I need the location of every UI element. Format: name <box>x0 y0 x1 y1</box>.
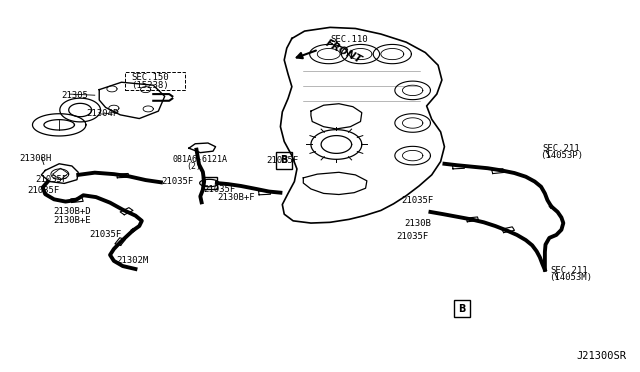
Text: 2130B+E: 2130B+E <box>53 216 90 225</box>
Text: 2130B+F: 2130B+F <box>217 193 255 202</box>
Text: 21304P: 21304P <box>86 109 119 118</box>
Text: SEC.110: SEC.110 <box>330 35 367 44</box>
Text: (14053M): (14053M) <box>548 273 592 282</box>
Text: SEC.211: SEC.211 <box>550 266 588 275</box>
Text: SEC.150: SEC.150 <box>131 73 169 82</box>
Text: (15238): (15238) <box>131 81 169 90</box>
Text: 21035F: 21035F <box>266 156 299 165</box>
Text: B: B <box>458 304 466 314</box>
Bar <box>202 177 217 189</box>
Text: 21308H: 21308H <box>20 154 52 163</box>
Text: (2): (2) <box>186 162 202 171</box>
Text: SEC.211: SEC.211 <box>542 144 580 153</box>
Text: FRONT: FRONT <box>324 38 364 65</box>
Text: 2130B: 2130B <box>404 219 431 228</box>
FancyBboxPatch shape <box>276 152 292 169</box>
Text: J21300SR: J21300SR <box>576 351 626 361</box>
Text: 21035F: 21035F <box>396 231 428 241</box>
Text: 21035F: 21035F <box>203 185 235 194</box>
Text: 2130B+D: 2130B+D <box>53 207 90 216</box>
Bar <box>125 72 185 90</box>
Text: B: B <box>280 155 288 166</box>
Text: (14053P): (14053P) <box>540 151 583 160</box>
Text: 21305: 21305 <box>61 91 88 100</box>
Text: 081A6-6121A: 081A6-6121A <box>172 155 227 164</box>
Text: 21302M: 21302M <box>116 256 148 265</box>
Text: 21035F: 21035F <box>36 175 68 184</box>
Text: 21035F: 21035F <box>28 186 60 195</box>
Text: 21035F: 21035F <box>161 177 193 186</box>
Text: 21035F: 21035F <box>90 230 122 240</box>
FancyBboxPatch shape <box>454 300 470 317</box>
Text: 21035F: 21035F <box>401 196 433 205</box>
